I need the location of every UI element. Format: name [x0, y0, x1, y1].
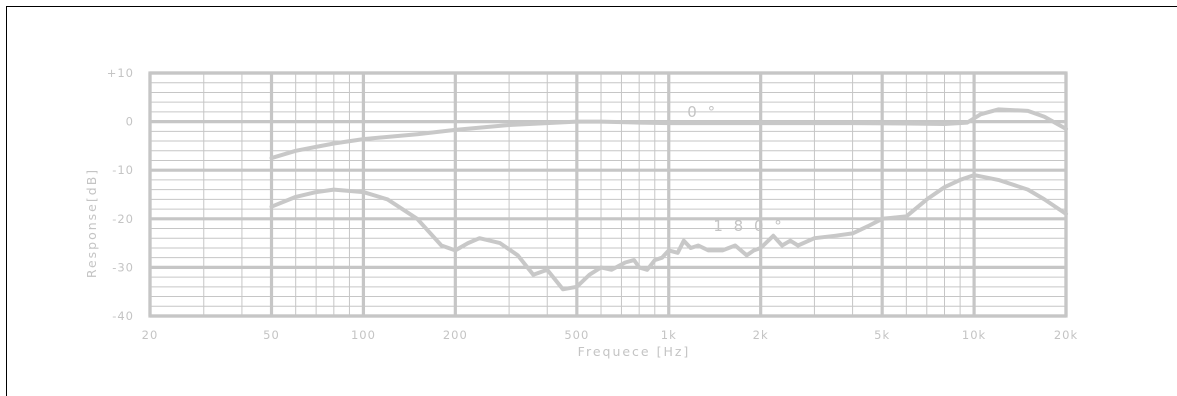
y-tick-label: -10 — [112, 163, 134, 177]
y-tick-label: +10 — [107, 66, 134, 80]
series-line-180-deg — [269, 173, 1068, 292]
x-tick-label: 50 — [263, 328, 280, 342]
x-tick-label: 20k — [1054, 328, 1078, 342]
y-tick-label: -40 — [112, 309, 134, 323]
y-axis-label: Response[dB] — [84, 168, 99, 278]
plot-border — [148, 71, 1068, 318]
x-tick-label: 10k — [962, 328, 986, 342]
x-tick-label: 200 — [443, 328, 468, 342]
x-tick-label: 5k — [874, 328, 890, 342]
x-tick-label: 500 — [564, 328, 589, 342]
x-tick-label: 1k — [661, 328, 677, 342]
y-tick-label: -20 — [112, 212, 134, 226]
tick-labels: 20 50 100 200 500 1k 2k 5k 10k 20k +10 0 -10 -20 -30 -4… — [107, 66, 1078, 342]
y-tick-label: 0 — [126, 115, 134, 129]
x-tick-label: 100 — [351, 328, 376, 342]
grid — [148, 71, 1068, 318]
x-axis-label: Frequece [Hz] — [578, 344, 691, 359]
y-tick-label: -30 — [112, 260, 134, 274]
chart-frame — [6, 6, 1177, 396]
x-tick-label: 2k — [753, 328, 769, 342]
series-line-0-deg — [269, 107, 1068, 161]
series-label-0-deg: 0 ° — [687, 103, 718, 121]
response-curves: 0 ° 1 8 0 ° — [269, 103, 1068, 292]
series-label-180-deg: 1 8 0 ° — [713, 217, 784, 235]
x-tick-label: 20 — [142, 328, 159, 342]
